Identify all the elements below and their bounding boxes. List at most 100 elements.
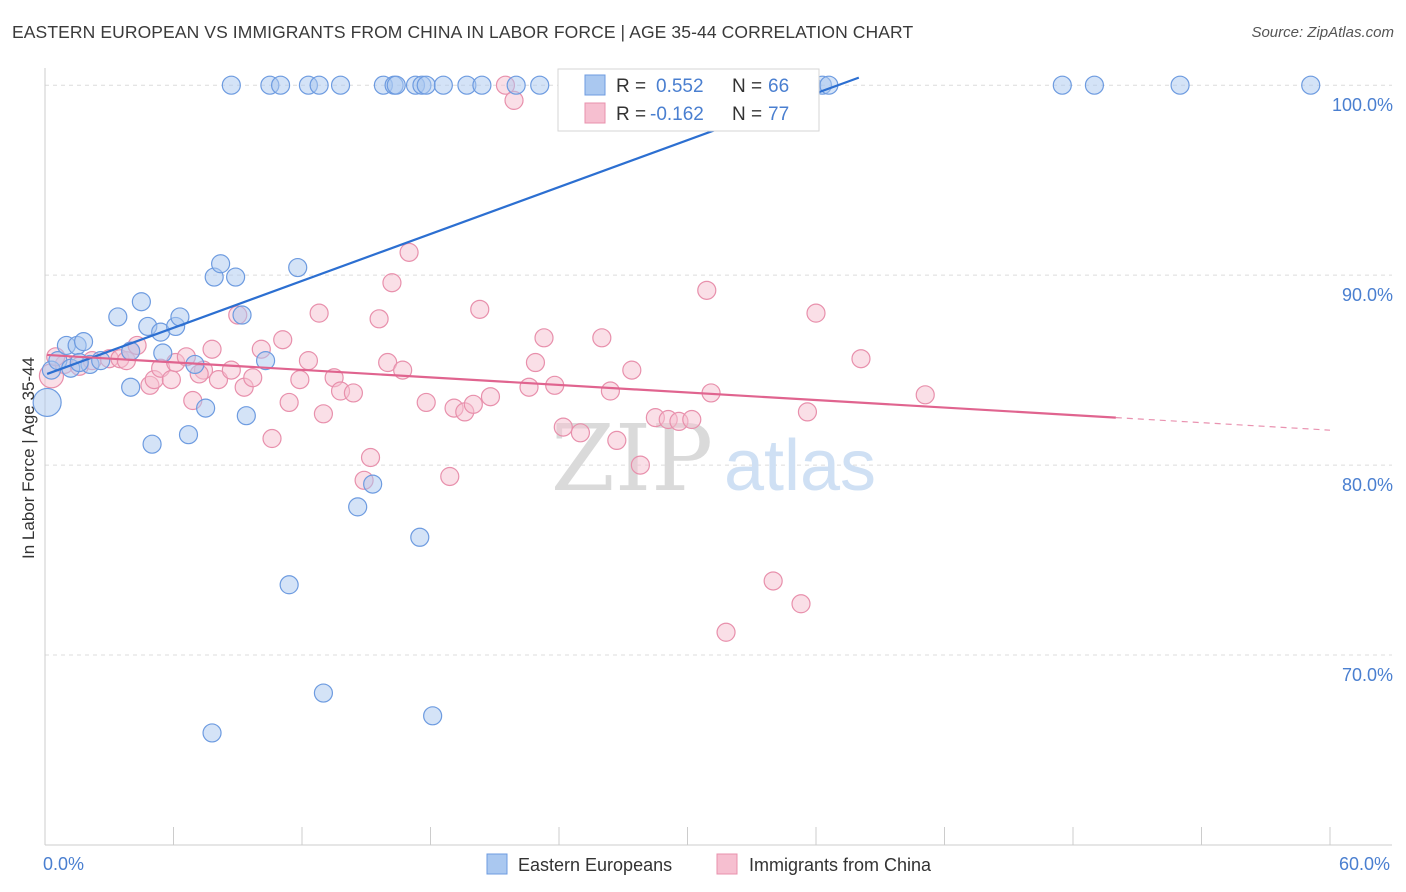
eastern-european-point-0 xyxy=(32,387,62,418)
eastern-european-point-33 xyxy=(288,257,308,278)
china-point-68 xyxy=(716,622,736,642)
china-point-69 xyxy=(763,571,783,591)
eastern-european-point-24 xyxy=(211,254,231,274)
china-point-42 xyxy=(440,466,460,487)
eastern-european-point-47 xyxy=(423,706,443,726)
china-point-71 xyxy=(797,402,818,422)
china-point-52 xyxy=(534,328,554,348)
china-point-56 xyxy=(592,328,612,348)
eastern-european-point-22 xyxy=(202,723,222,743)
chart-title: EASTERN EUROPEAN VS IMMIGRANTS FROM CHIN… xyxy=(12,22,914,42)
legend-r-value-blue: 0.552 xyxy=(656,76,704,97)
china-point-66 xyxy=(697,280,717,300)
trend-line-immigrants-from-china xyxy=(47,353,1116,419)
watermark: ZIP atlas xyxy=(551,405,876,512)
eastern-european-point-51 xyxy=(506,75,526,95)
eastern-european-point-32 xyxy=(279,575,299,595)
china-point-57 xyxy=(600,381,621,401)
eastern-european-point-26 xyxy=(226,267,246,287)
y-tick-label-2: 90.0% xyxy=(1342,285,1393,305)
eastern-european-point-19 xyxy=(178,425,199,445)
trend-line-immigrants-from-china-extension xyxy=(1115,417,1331,431)
eastern-european-point-21 xyxy=(196,398,216,418)
bottom-legend-label-pink: Immigrants from China xyxy=(749,855,932,875)
china-point-27 xyxy=(290,370,310,390)
legend-n-value-blue: 66 xyxy=(768,76,789,97)
legend-r-label-blue: R = xyxy=(616,76,646,97)
china-point-54 xyxy=(553,417,573,437)
eastern-european-point-36 xyxy=(313,683,334,703)
china-point-74 xyxy=(915,385,935,405)
china-point-24 xyxy=(262,428,282,449)
legend-n-label-blue: N = xyxy=(732,76,762,97)
china-point-36 xyxy=(369,309,389,329)
legend-n-label-pink: N = xyxy=(732,104,762,125)
china-point-72 xyxy=(806,303,826,323)
eastern-european-point-25 xyxy=(221,75,241,95)
eastern-european-point-50 xyxy=(472,75,492,95)
china-point-51 xyxy=(525,352,546,373)
eastern-european-point-27 xyxy=(232,305,252,325)
bottom-legend-label-blue: Eastern Europeans xyxy=(518,855,672,875)
eastern-european-point-45 xyxy=(410,527,430,547)
china-point-25 xyxy=(273,330,293,350)
eastern-european-point-64 xyxy=(1301,75,1321,95)
china-point-47 xyxy=(480,387,501,407)
china-point-35 xyxy=(360,447,381,468)
axes xyxy=(44,68,1392,846)
bottom-legend-swatch-pink xyxy=(716,853,738,875)
eastern-european-point-16 xyxy=(153,343,173,363)
legend-swatch-pink xyxy=(584,102,606,124)
china-point-58 xyxy=(607,430,627,451)
eastern-european-point-12 xyxy=(131,292,151,312)
eastern-european-point-62 xyxy=(1084,75,1105,95)
x-tick-label-0: 0.0% xyxy=(43,854,84,874)
china-point-45 xyxy=(463,394,483,414)
bottom-legend-swatch-blue xyxy=(486,853,508,875)
legend-n-value-pink: 77 xyxy=(768,104,789,125)
china-point-73 xyxy=(851,349,871,369)
series-legend: Eastern Europeans Immigrants from China xyxy=(486,853,932,875)
china-point-18 xyxy=(208,370,229,390)
eastern-european-point-48 xyxy=(433,75,453,95)
china-point-37 xyxy=(378,352,398,373)
eastern-european-point-9 xyxy=(108,307,128,327)
eastern-european-point-29 xyxy=(255,351,276,371)
china-point-55 xyxy=(570,423,591,443)
china-point-64 xyxy=(682,409,702,430)
eastern-european-point-31 xyxy=(270,75,291,95)
china-point-29 xyxy=(309,303,329,323)
y-axis-label: In Labor Force | Age 35-44 xyxy=(19,357,38,559)
eastern-european-point-37 xyxy=(330,75,351,95)
legend-r-value-pink: -0.162 xyxy=(650,104,704,125)
china-point-12 xyxy=(161,370,181,390)
china-point-30 xyxy=(313,404,334,424)
china-point-38 xyxy=(382,273,402,293)
china-point-22 xyxy=(243,368,263,388)
eastern-european-point-35 xyxy=(309,75,329,95)
eastern-european-point-42 xyxy=(386,75,406,95)
china-point-50 xyxy=(519,377,539,397)
eastern-european-point-6 xyxy=(73,332,94,352)
y-tick-label-1: 80.0% xyxy=(1342,475,1393,495)
china-point-70 xyxy=(791,594,811,614)
x-tick-label-1: 60.0% xyxy=(1339,854,1390,874)
china-point-28 xyxy=(298,351,319,371)
eastern-european-point-38 xyxy=(348,497,368,517)
china-point-33 xyxy=(343,383,363,403)
china-point-40 xyxy=(399,242,419,262)
china-point-19 xyxy=(221,360,241,380)
eastern-european-point-39 xyxy=(363,474,383,494)
correlation-legend: R = 0.552 N = 66 R = -0.162 N = 77 xyxy=(557,68,820,132)
watermark-atlas: atlas xyxy=(724,426,876,506)
legend-r-label-pink: R = xyxy=(616,104,646,125)
eastern-european-point-61 xyxy=(1052,75,1072,95)
china-point-59 xyxy=(622,360,642,380)
y-tick-labels: 70.0% 80.0% 90.0% 100.0% xyxy=(1332,95,1393,685)
china-point-60 xyxy=(630,455,650,475)
eastern-european-point-46 xyxy=(416,75,436,95)
legend-swatch-blue xyxy=(584,74,606,96)
china-point-17 xyxy=(202,339,222,359)
eastern-european-point-28 xyxy=(236,406,256,426)
